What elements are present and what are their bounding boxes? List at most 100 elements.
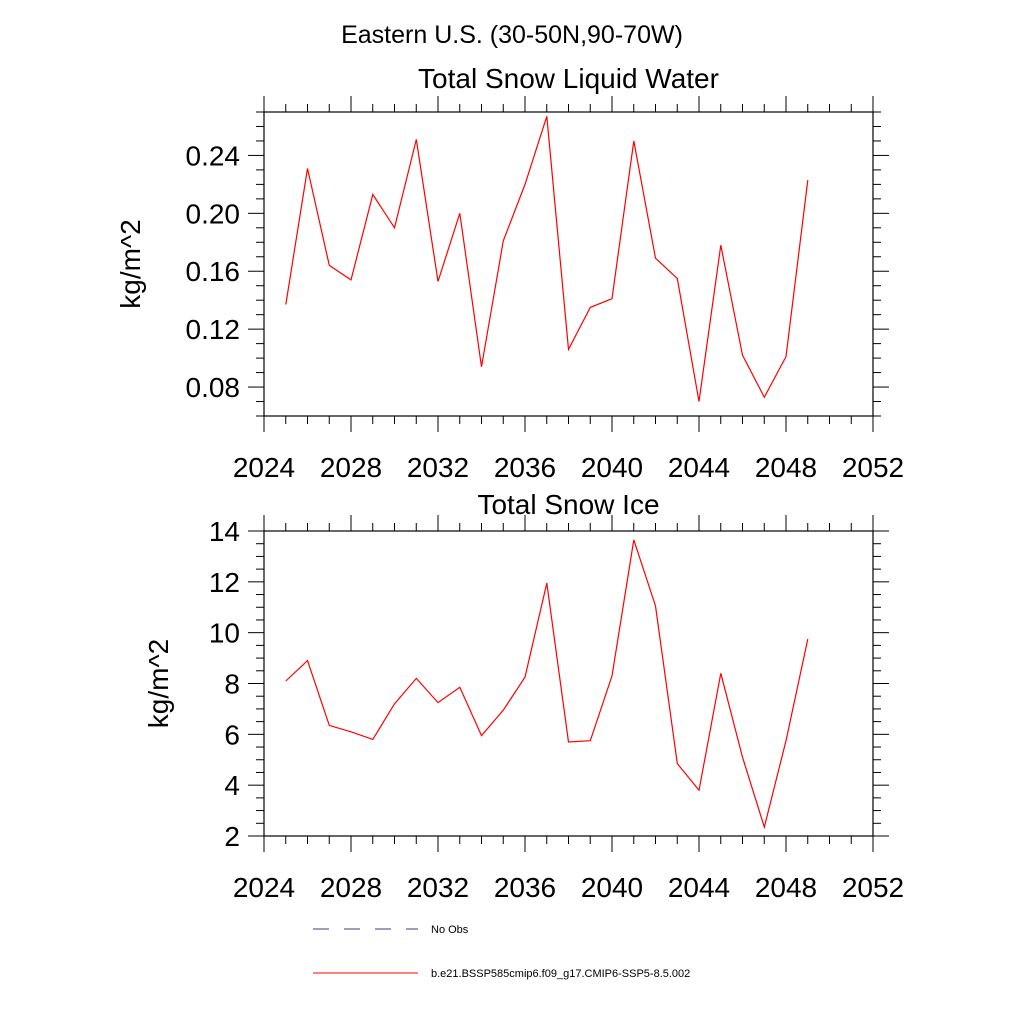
x-tick-label: 2032 [407, 452, 469, 483]
chart-title: Total Snow Ice [477, 489, 659, 520]
y-tick-label: 0.12 [186, 314, 241, 345]
series-points [285, 115, 809, 402]
y-tick-label: 4 [224, 770, 240, 801]
data-point [481, 735, 483, 737]
data-point [763, 826, 765, 828]
chart-panel-1: Total Snow Liquid Water kg/m^2 2024 2028 203… [115, 63, 904, 483]
series-line-1 [285, 539, 809, 830]
data-point [307, 167, 309, 169]
x-tick-label: 2024 [233, 872, 295, 903]
x-tick-label: 2036 [494, 452, 556, 483]
data-point [785, 740, 787, 742]
x-tick-label: 2036 [494, 872, 556, 903]
data-point [415, 677, 417, 679]
x-tick-label: 2044 [668, 872, 730, 903]
data-point [459, 686, 461, 688]
data-point [328, 264, 330, 266]
data-point [350, 731, 352, 733]
x-tick-label: 2040 [581, 452, 643, 483]
data-point [502, 240, 504, 242]
y-tick-label: 8 [224, 669, 240, 700]
data-point [655, 605, 657, 607]
y-tick-label: 10 [209, 618, 240, 649]
data-point [742, 756, 744, 758]
data-point [524, 676, 526, 678]
data-point [633, 140, 635, 142]
data-point [285, 680, 287, 682]
data-point [481, 366, 483, 368]
y-axis-label: kg/m^2 [143, 639, 174, 728]
panels: Total Snow Liquid Water kg/m^2 2024 2028 203… [115, 63, 904, 903]
data-point [807, 179, 809, 181]
data-point [698, 401, 700, 403]
x-tick-label: 2032 [407, 872, 469, 903]
data-point [568, 348, 570, 350]
data-point [698, 789, 700, 791]
data-point [676, 277, 678, 279]
figure-title: Eastern U.S. (30-50N,90-70W) [341, 21, 683, 49]
data-point [589, 306, 591, 308]
y-tick-label: 2 [224, 821, 240, 852]
data-point [546, 582, 548, 584]
y-ticks: 2 4 6 8 10 12 14 [209, 516, 889, 852]
data-point [372, 738, 374, 740]
data-point [568, 741, 570, 743]
legend-item-2: b.e21.BSSP585cmip6.f09_g17.CMIP6-SSP5-8.… [313, 968, 690, 980]
x-tick-label: 2044 [668, 452, 730, 483]
data-point [546, 115, 548, 117]
x-ticks: 2024 2028 2032 2036 2040 2044 2048 2052 [233, 96, 904, 483]
data-point [524, 183, 526, 185]
series-points [285, 539, 809, 828]
x-tick-label: 2052 [842, 452, 904, 483]
data-point [307, 660, 309, 662]
x-tick-label: 2048 [755, 872, 817, 903]
y-ticks: 0.08 0.12 0.16 0.20 0.24 [186, 111, 889, 417]
chart-title: Total Snow Liquid Water [418, 63, 719, 94]
data-point [285, 304, 287, 306]
data-point [394, 703, 396, 705]
data-point [611, 675, 613, 677]
y-tick-label: 0.20 [186, 198, 241, 229]
x-tick-label: 2024 [233, 452, 295, 483]
data-point [807, 638, 809, 640]
plot-frame [263, 530, 874, 837]
data-point [502, 709, 504, 711]
y-tick-label: 0.24 [186, 140, 241, 171]
legend-label: b.e21.BSSP585cmip6.f09_g17.CMIP6-SSP5-8.… [431, 968, 690, 980]
chart-panel-2: Total Snow Ice kg/m^2 2024 2028 2032 2036 2040… [143, 489, 904, 903]
y-tick-label: 0.08 [186, 372, 241, 403]
y-tick-label: 12 [209, 567, 240, 598]
data-point [720, 244, 722, 246]
legend-item-1: No Obs [313, 924, 469, 936]
data-point [720, 672, 722, 674]
data-point [372, 194, 374, 196]
data-point [437, 702, 439, 704]
x-ticks: 2024 2028 2032 2036 2040 2044 2048 2052 [233, 515, 904, 903]
data-point [350, 279, 352, 281]
y-tick-label: 14 [209, 516, 240, 547]
x-tick-label: 2028 [320, 872, 382, 903]
data-point [459, 212, 461, 214]
x-tick-label: 2052 [842, 872, 904, 903]
data-point [785, 356, 787, 358]
y-tick-label: 0.16 [186, 256, 241, 287]
data-point [328, 724, 330, 726]
data-point [394, 227, 396, 229]
data-point [415, 139, 417, 141]
x-tick-label: 2040 [581, 872, 643, 903]
x-tick-label: 2028 [320, 452, 382, 483]
series-line-1 [285, 116, 809, 402]
legend: No Obs b.e21.BSSP585cmip6.f09_g17.CMIP6-S… [313, 924, 690, 980]
data-point [676, 763, 678, 765]
y-tick-label: 6 [224, 719, 240, 750]
data-point [437, 280, 439, 282]
data-point [611, 298, 613, 300]
legend-label: No Obs [431, 924, 469, 936]
x-tick-label: 2048 [755, 452, 817, 483]
data-point [633, 539, 635, 541]
data-point [589, 740, 591, 742]
data-point [742, 354, 744, 356]
data-point [655, 257, 657, 259]
data-point [763, 396, 765, 398]
